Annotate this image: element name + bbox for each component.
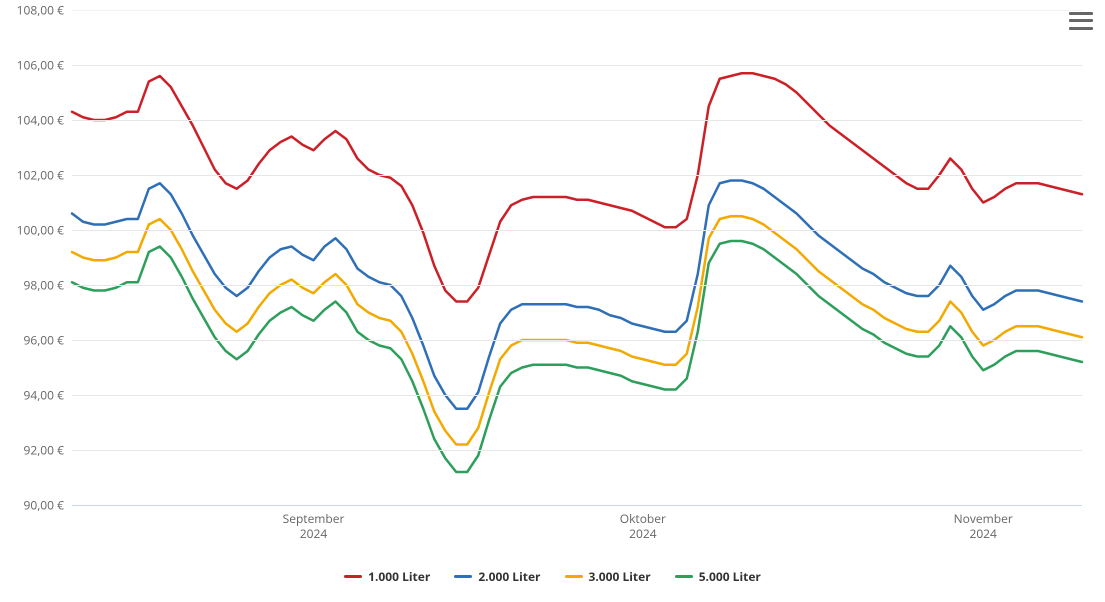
y-gridline bbox=[72, 450, 1082, 451]
x-tick-year: 2024 bbox=[620, 526, 666, 541]
y-tick-label: 100,00 € bbox=[17, 222, 64, 239]
plot-area: 90,00 €92,00 €94,00 €96,00 €98,00 €100,0… bbox=[72, 10, 1082, 505]
x-tick-year: 2024 bbox=[283, 526, 345, 541]
legend-swatch bbox=[565, 575, 583, 578]
x-tick-year: 2024 bbox=[954, 526, 1013, 541]
x-tick-month: September bbox=[283, 511, 345, 526]
y-gridline bbox=[72, 230, 1082, 231]
series-line[interactable] bbox=[72, 181, 1082, 409]
legend-label: 2.000 Liter bbox=[478, 568, 540, 585]
legend-swatch bbox=[344, 575, 362, 578]
legend-swatch bbox=[675, 575, 693, 578]
x-tick-label: September2024 bbox=[283, 511, 345, 541]
y-tick-label: 98,00 € bbox=[23, 277, 64, 294]
x-tick-label: November2024 bbox=[954, 511, 1013, 541]
y-gridline bbox=[72, 175, 1082, 176]
legend-label: 1.000 Liter bbox=[368, 568, 430, 585]
y-gridline bbox=[72, 340, 1082, 341]
y-tick-label: 102,00 € bbox=[17, 167, 64, 184]
chart-legend: 1.000 Liter 2.000 Liter 3.000 Liter 5.000 L… bbox=[0, 565, 1105, 585]
y-gridline bbox=[72, 65, 1082, 66]
y-tick-label: 94,00 € bbox=[23, 387, 64, 404]
y-tick-label: 90,00 € bbox=[23, 497, 64, 514]
legend-label: 3.000 Liter bbox=[589, 568, 651, 585]
y-gridline bbox=[72, 395, 1082, 396]
y-gridline bbox=[72, 285, 1082, 286]
price-chart: 90,00 € 92,00 € 94,00 € 96,00 € 98,00 € 100,0… bbox=[0, 0, 1105, 602]
series-line[interactable] bbox=[72, 73, 1082, 301]
series-line[interactable] bbox=[72, 216, 1082, 444]
series-line[interactable] bbox=[72, 241, 1082, 472]
chart-lines bbox=[72, 10, 1082, 505]
legend-item[interactable]: 5.000 Liter bbox=[675, 568, 761, 585]
legend-item[interactable]: 2.000 Liter bbox=[454, 568, 540, 585]
x-tick-month: November bbox=[954, 511, 1013, 526]
y-gridline bbox=[72, 10, 1082, 11]
y-tick-label: 108,00 € bbox=[17, 2, 64, 19]
legend-item[interactable]: 3.000 Liter bbox=[565, 568, 651, 585]
legend-item[interactable]: 1.000 Liter bbox=[344, 568, 430, 585]
y-tick-label: 96,00 € bbox=[23, 332, 64, 349]
x-tick-month: Oktober bbox=[620, 511, 666, 526]
y-gridline bbox=[72, 120, 1082, 121]
legend-swatch bbox=[454, 575, 472, 578]
y-tick-label: 104,00 € bbox=[17, 112, 64, 129]
x-axis-line bbox=[72, 505, 1082, 506]
y-tick-label: 92,00 € bbox=[23, 442, 64, 459]
x-tick-label: Oktober2024 bbox=[620, 511, 666, 541]
legend-label: 5.000 Liter bbox=[699, 568, 761, 585]
y-tick-label: 106,00 € bbox=[17, 57, 64, 74]
